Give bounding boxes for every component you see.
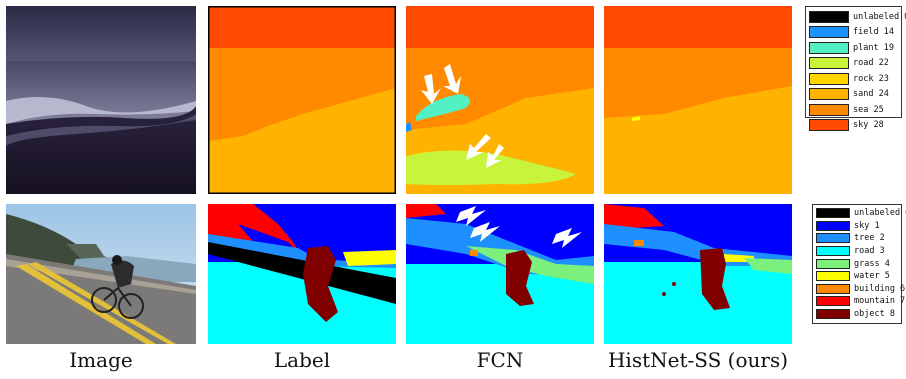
legend-swatch <box>809 103 849 116</box>
legend-item: road 22 <box>809 56 898 72</box>
legend-label: grass 4 <box>854 258 890 269</box>
legend-item: grass 4 <box>816 257 898 270</box>
legend-item: sky 1 <box>816 220 898 233</box>
beach-histnet-map <box>604 6 792 194</box>
legend-item: tree 2 <box>816 232 898 245</box>
legend-item: unlabeled 0 <box>816 207 906 220</box>
legend-swatch <box>816 296 850 307</box>
caption-histnet: HistNet-SS (ours) <box>607 348 789 372</box>
legend-item: sky 28 <box>809 118 898 134</box>
legend-swatch <box>816 271 850 282</box>
legend-swatch <box>816 258 850 269</box>
legend-label: sand 24 <box>853 89 889 100</box>
legend-swatch <box>809 26 849 39</box>
legend-item: sea 25 <box>809 102 898 118</box>
legend-label: object 8 <box>854 309 895 320</box>
legend-item: mountain 7 <box>816 295 905 308</box>
legend-label: building 6 <box>854 283 906 294</box>
legend-label: plant 19 <box>853 42 894 53</box>
cyclist-label-map <box>208 204 396 344</box>
legend-label: road 3 <box>854 246 885 257</box>
legend-label: rock 23 <box>853 73 889 84</box>
cyclist-fcn-map <box>406 204 594 344</box>
legend-item: unlabeled 0 <box>809 9 906 25</box>
legend-item: object 8 <box>816 308 898 321</box>
legend-label: tree 2 <box>854 233 885 244</box>
beach-photo <box>6 6 196 194</box>
legend-swatch <box>809 72 849 85</box>
legend-beach: unlabeled 0 field 14 plant 19 road 22 ro… <box>805 6 906 132</box>
beach-label-map <box>208 6 396 194</box>
legend-swatch <box>816 233 850 244</box>
cyclist-histnet-map <box>604 204 792 344</box>
legend-label: field 14 <box>853 27 894 38</box>
legend-swatch <box>809 57 849 70</box>
legend-swatch <box>809 10 849 23</box>
legend-label: unlabeled 0 <box>854 208 906 219</box>
caption-fcn: FCN <box>476 348 524 372</box>
legend-label: unlabeled 0 <box>853 11 906 22</box>
legend-item: building 6 <box>816 283 905 296</box>
beach-fcn-map <box>406 6 594 194</box>
legend-swatch <box>816 246 850 257</box>
legend-swatch <box>816 208 850 219</box>
legend-swatch <box>809 88 849 101</box>
legend-label: road 22 <box>853 58 889 69</box>
caption-image: Image <box>69 348 133 372</box>
legend-item: field 14 <box>809 25 898 41</box>
legend-swatch <box>816 283 850 294</box>
legend-item: water 5 <box>816 270 898 283</box>
legend-label: sky 28 <box>853 120 884 131</box>
legend-cyclist: unlabeled 0 sky 1 tree 2 road 3 grass 4 … <box>812 204 906 324</box>
legend-swatch <box>816 309 850 320</box>
legend-swatch <box>809 41 849 54</box>
legend-label: water 5 <box>854 271 890 282</box>
caption-label: Label <box>273 348 331 372</box>
legend-item: plant 19 <box>809 40 898 56</box>
legend-label: mountain 7 <box>854 296 906 307</box>
legend-swatch <box>809 119 849 132</box>
legend-label: sea 25 <box>853 104 884 115</box>
cyclist-photo <box>6 204 196 344</box>
legend-item: road 3 <box>816 245 898 258</box>
legend-item: rock 23 <box>809 71 898 87</box>
legend-label: sky 1 <box>854 220 880 231</box>
legend-item: sand 24 <box>809 87 898 103</box>
legend-swatch <box>816 220 850 231</box>
